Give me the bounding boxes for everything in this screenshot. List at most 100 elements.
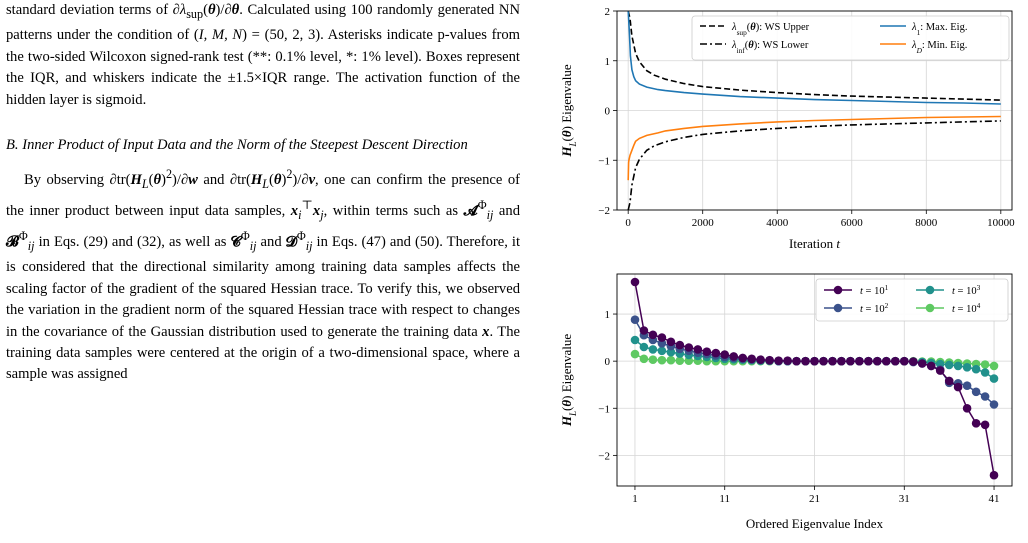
y-tick-label: 1 [605,56,611,68]
data-point [648,355,658,364]
data-point [738,353,747,363]
data-point [639,354,649,364]
legend-label-3: t = 104 [952,301,981,316]
data-point [729,352,738,361]
data-point [935,366,945,375]
x-tick-label: 1 [632,493,638,505]
legend-swatch-marker-1 [833,303,843,313]
x-tick-label: 41 [989,493,1000,505]
paragraph-figure-caption-end: standard deviation terms of ∂λsup(θ)/∂θ.… [6,2,520,108]
data-point [630,335,640,345]
legend-swatch-marker-3 [925,303,935,313]
legend-label-1: t = 102 [860,301,889,316]
data-point [846,356,855,366]
y-tick-label: 0 [605,356,611,368]
data-point [648,345,658,354]
data-point [792,356,801,366]
y-axis-label: HL(θ) Eigenvalue [559,64,578,158]
data-point [666,347,676,357]
data-point [765,355,774,365]
data-point [900,356,909,366]
data-point [756,355,765,364]
data-point [783,356,792,365]
data-point [980,420,990,430]
y-tick-label: −1 [598,155,610,167]
data-point [917,359,927,368]
series-line-0 [627,11,1001,101]
legend-label-3: λD: Min. Eig. [911,40,967,55]
paper-text-column: standard deviation terms of ∂λsup(θ)/∂θ.… [6,0,520,386]
data-point [630,315,640,324]
data-point [953,382,963,392]
data-point [720,350,729,359]
data-point [989,400,999,409]
x-tick-label: 21 [809,493,820,505]
data-point [855,356,864,366]
data-point [944,360,954,370]
data-point [971,387,981,397]
data-point [864,356,873,366]
data-point [891,356,900,366]
y-tick-label: 0 [605,106,611,118]
data-point [953,361,963,371]
legend-label-0: λsup(θ): WS Upper [731,22,810,37]
legend-label-2: λ1: Max. Eig. [911,22,967,37]
data-point [971,364,981,374]
data-point [747,354,756,364]
data-point [639,326,649,335]
data-point [774,356,783,365]
data-point [657,346,667,356]
data-point [989,374,999,383]
data-point [980,392,990,401]
series-line-3 [627,115,1001,181]
x-axis-label: Ordered Eigenvalue Index [746,516,884,531]
y-tick-label: −2 [598,450,610,462]
x-tick-label: 31 [899,493,910,505]
y-tick-label: −2 [598,205,610,217]
legend-label-0: t = 101 [860,283,889,298]
data-point [675,356,685,365]
section-heading: B. Inner Product of Input Data and the N… [6,136,468,153]
data-point [666,337,676,347]
paragraph-body: By observing ∂tr(HL(θ)2)/∂w and ∂tr(HL(θ… [6,166,520,383]
data-point [989,361,999,371]
x-tick-label: 4000 [766,217,789,229]
data-point [962,381,972,390]
data-point [648,330,658,340]
plot-area [627,11,1001,210]
plot-frame [616,273,1013,487]
data-point [944,376,954,386]
data-point [989,470,999,480]
legend-box [815,278,1009,322]
series-0 [630,277,999,480]
data-point [926,361,936,371]
legend-swatch-marker-2 [925,285,935,295]
data-point [980,360,990,369]
x-tick-label: 11 [719,493,730,505]
data-point [666,355,676,365]
series-line-1 [627,120,1001,210]
data-point [801,356,810,366]
data-point [837,356,846,366]
data-point [657,333,667,342]
y-tick-label: 2 [605,6,611,18]
data-point [675,340,685,350]
legend-label-1: λinf(θ): WS Lower [731,40,809,55]
data-point [684,343,694,352]
y-tick-label: −1 [598,403,610,415]
data-point [980,368,990,377]
data-point [711,348,721,358]
y-tick-label: 1 [605,309,611,321]
eigenvalue-vs-iteration-chart: 0 2000 4000 6000 8000 10000 −2 −1 0 1 2 Iteration t… [559,6,1015,251]
plot-frame [616,10,1013,211]
x-tick-label: 6000 [841,217,864,229]
data-point [693,345,703,354]
x-tick-label: 0 [625,217,631,229]
data-point [962,363,972,372]
data-point [630,349,640,359]
data-point [882,356,891,366]
data-point [639,342,649,352]
data-point [909,357,918,366]
data-point [702,347,712,356]
